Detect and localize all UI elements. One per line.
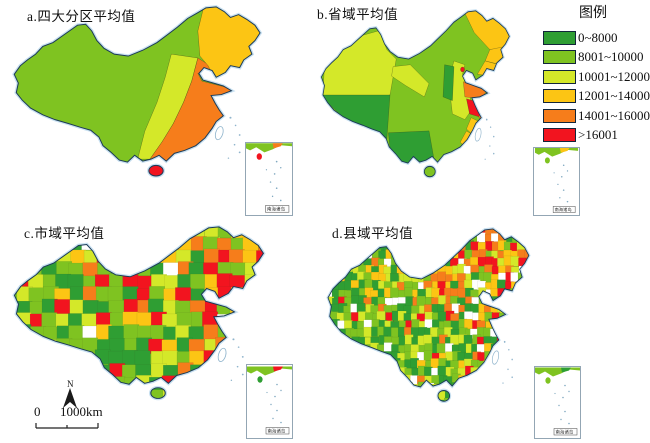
scale-zero-label: 0: [34, 404, 41, 419]
region-hainan: [148, 165, 164, 177]
offshore-island-dots: [230, 338, 244, 382]
china-map-prefectures: [12, 225, 266, 401]
inset-label: 南海诸岛: [268, 428, 286, 435]
south-china-sea-inset-c: 南海诸岛: [246, 364, 293, 439]
legend-item: >16001: [543, 126, 650, 146]
legend-item-label: 8001~10000: [578, 49, 644, 65]
inset-mainland: [534, 148, 579, 157]
legend-swatch: [543, 69, 576, 84]
legend-item-label: 0~8000: [578, 29, 618, 45]
inset-island-dots: [265, 160, 282, 202]
legend-swatch: [543, 89, 576, 104]
legend-item-label: 14001~16000: [578, 107, 650, 123]
taiwan-island: [217, 347, 227, 363]
inset-island-dots: [266, 383, 282, 424]
south-china-sea-inset-a: 南海诸岛: [245, 142, 293, 216]
map-panel-b: [312, 8, 546, 216]
panel-b-title: b.省域平均值: [317, 7, 399, 22]
legend-item: 8001~10000: [543, 48, 650, 68]
offshore-island-dots: [484, 118, 495, 160]
inset-coast-patch: [272, 143, 283, 149]
scale-distance-label: 1000km: [60, 404, 103, 419]
offshore-island-dots: [502, 340, 513, 384]
inset-hainan: [544, 157, 550, 164]
inset-label: 南海诸岛: [556, 429, 574, 436]
map-panel-d: [318, 226, 568, 442]
china-map-provinces: [319, 9, 512, 179]
inset-coast-patch: [559, 148, 570, 153]
legend-item-label: 10001~12000: [578, 68, 650, 84]
legend-item-label: >16001: [578, 127, 618, 143]
scale-bar: 0 1000km: [26, 402, 138, 436]
legend: 图例 0~8000 8001~10000 10001~12000 12001~1…: [543, 2, 650, 145]
panel-d-title: d.县域平均值: [332, 226, 414, 241]
legend-swatch: [543, 108, 576, 123]
province-gansu: [391, 64, 430, 98]
province-beijing: [460, 66, 465, 73]
legend-item: 0~8000: [543, 28, 650, 48]
offshore-island-dots: [227, 116, 241, 159]
province-xinjiang: [322, 30, 397, 103]
inset-label: 南海诸岛: [555, 206, 572, 212]
inset-hainan: [256, 153, 262, 160]
inset-hainan: [257, 376, 263, 383]
province-shanxi: [442, 64, 455, 101]
inset-label-box: [265, 427, 290, 435]
map-panel-a: [2, 4, 308, 216]
inset-coast-patch: [273, 366, 283, 372]
panel-c-title: c.市域平均值: [24, 226, 105, 241]
legend-swatch: [543, 50, 576, 65]
county-mosaic: [328, 228, 529, 402]
taiwan-island: [474, 127, 482, 142]
inset-island-dots: [554, 384, 570, 425]
legend-item: 12001~14000: [543, 87, 650, 107]
scale-bar-line: [35, 423, 99, 429]
inset-coast-patch: [561, 367, 571, 373]
inset-mainland: [535, 367, 580, 377]
north-arrow-glyph: [63, 388, 77, 408]
legend-swatch: [543, 128, 576, 143]
panel-a-title: a.四大分区平均值: [27, 9, 136, 24]
legend-swatch: [543, 30, 576, 45]
legend-item: 10001~12000: [543, 67, 650, 87]
china-map-four-regions: [12, 5, 262, 178]
inset-mainland: [247, 366, 292, 376]
taiwan-island: [491, 350, 500, 365]
china-map-counties: [326, 227, 531, 404]
legend-item-label: 12001~14000: [578, 88, 650, 104]
inset-label-box: [552, 206, 576, 213]
inset-label-box: [553, 428, 578, 436]
province-yunnan-guizhou: [388, 130, 434, 164]
legend-title: 图例: [579, 6, 607, 21]
inset-island-dots: [553, 164, 569, 203]
inset-label-box: [265, 205, 290, 213]
north-label: N: [67, 379, 74, 389]
legend-item: 14001~16000: [543, 106, 650, 126]
inset-hainan: [545, 377, 551, 384]
inset-mainland: [246, 143, 292, 153]
south-china-sea-inset-b: 南海诸岛: [533, 147, 580, 216]
taiwan-island: [214, 126, 224, 141]
map-panel-c: [2, 224, 312, 439]
north-arrow: N: [50, 378, 90, 410]
south-china-sea-inset-d: 南海诸岛: [534, 366, 581, 439]
inset-label: 南海诸岛: [267, 206, 286, 213]
